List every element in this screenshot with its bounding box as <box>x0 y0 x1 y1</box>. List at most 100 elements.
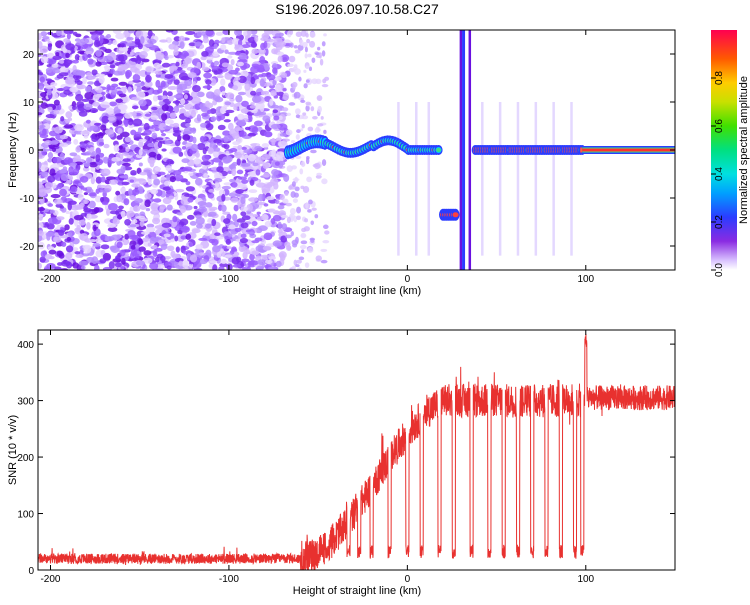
spectrogram-noise-blob <box>201 154 210 162</box>
spectrogram-noise-blob <box>98 75 105 84</box>
spectrogram-noise-blob <box>251 48 259 54</box>
spectrogram-noise-blob <box>67 105 74 110</box>
spectrogram-noise-blob <box>38 262 42 270</box>
spectrogram-x-tick-label: -100 <box>219 274 239 285</box>
spectrogram-noise-blob <box>60 116 65 122</box>
spectrogram-noise-blob <box>187 50 195 58</box>
spectrogram-noise-blob <box>124 119 129 128</box>
spectrogram-noise-blob <box>240 70 249 78</box>
spectrogram-noise-blob <box>241 258 250 263</box>
spectrogram-noise-blob <box>322 224 329 230</box>
spectrogram-noise-blob <box>64 76 75 85</box>
spectrogram-noise-blob <box>115 98 123 103</box>
spectrogram-steady-core <box>582 148 675 152</box>
spectrogram-noise-blob <box>237 91 246 96</box>
spectrogram-noise-blob <box>257 48 266 55</box>
spectrogram-noise-blob <box>300 234 307 238</box>
spectrogram-noise-blob <box>250 41 258 48</box>
spectrogram-noise-blob <box>127 80 134 85</box>
spectrogram-noise-blob <box>138 140 144 148</box>
spectrogram-noise-blob <box>282 198 289 204</box>
spectrogram-noise-blob <box>262 245 272 251</box>
spectrogram-noise-blob <box>147 178 152 186</box>
spectrogram-noise-blob <box>196 76 201 81</box>
spectrogram-noise-blob <box>230 181 238 188</box>
spectrogram-noise-blob <box>91 69 98 76</box>
colorbar-tick-label: 0.0 <box>714 263 725 277</box>
spectrogram-noise-blob <box>295 236 299 244</box>
spectrogram-noise-blob <box>144 43 154 48</box>
spectrogram-noise-blob <box>155 52 165 61</box>
spectrogram-noise-blob <box>222 156 231 164</box>
spectrogram-noise-blob <box>228 224 236 230</box>
spectrogram-noise-blob <box>95 237 103 244</box>
spectrogram-noise-blob <box>237 176 248 180</box>
spectrogram-noise-blob <box>300 185 305 190</box>
spectrogram-noise-blob <box>289 68 297 73</box>
spectrogram-noise-blob <box>250 65 260 74</box>
snr-x-tick-label: 0 <box>405 574 411 585</box>
spectrogram-noise-blob <box>101 104 110 109</box>
spectrogram-noise-blob <box>263 203 269 207</box>
spectrogram-noise-blob <box>315 255 322 262</box>
spectrogram-noise-blob <box>157 85 163 91</box>
spectrogram-noise-blob <box>161 133 166 137</box>
spectrogram-noise-blob <box>321 83 329 88</box>
spectrogram-noise-blob <box>115 113 124 117</box>
spectrogram-noise-blob <box>263 131 273 138</box>
snr-x-tick-label: -200 <box>40 574 60 585</box>
spectrogram-noise-blob <box>38 234 43 242</box>
spectrogram-noise-blob <box>277 123 288 131</box>
spectrogram-noise-blob <box>131 105 139 110</box>
spectrogram-noise-blob <box>205 123 214 131</box>
spectrogram-noise-blob <box>150 115 159 120</box>
spectrogram-noise-blob <box>120 187 126 193</box>
spectrogram-noise-blob <box>301 115 309 120</box>
spectrogram-noise-blob <box>121 257 126 265</box>
spectrogram-noise-blob <box>75 146 81 153</box>
spectrogram-noise-blob <box>204 231 211 237</box>
spectrogram-noise-blob <box>107 203 118 211</box>
spectrogram-noise-blob <box>234 30 243 37</box>
spectrogram-y-tick-label: -10 <box>20 194 35 205</box>
spectrogram-noise-blob <box>310 149 317 154</box>
spectrogram-noise-blob <box>145 65 154 73</box>
spectrogram-noise-blob <box>209 141 216 150</box>
spectrogram-noise-blob <box>241 215 251 221</box>
spectrogram-noise-blob <box>201 66 210 72</box>
spectrogram-noise-blob <box>113 70 123 76</box>
spectrogram-noise-blob <box>185 181 191 186</box>
spectrogram-noise-blob <box>87 76 96 80</box>
spectrogram-noise-blob <box>256 216 263 221</box>
spectrogram-noise-blob <box>206 109 212 115</box>
spectrogram-noise-blob <box>245 248 250 255</box>
spectrogram-noise-blob <box>204 223 212 229</box>
spectrogram-noise-blob <box>96 89 103 94</box>
spectrogram-noise-blob <box>132 188 140 196</box>
spectrogram-noise-blob <box>65 210 70 215</box>
spectrogram-noise-blob <box>142 237 150 242</box>
spectrogram-noise-blob <box>294 186 300 192</box>
spectrogram-noise-blob <box>55 227 60 231</box>
spectrogram-noise-blob <box>249 179 255 186</box>
spectrogram-noise-blob <box>285 234 292 239</box>
spectrogram-noise-blob <box>309 40 316 48</box>
spectrogram-noise-blob <box>159 204 167 210</box>
spectrogram-noise-blob <box>295 108 301 115</box>
spectrogram-noise-blob <box>318 52 322 59</box>
spectrogram-noise-blob <box>221 105 228 112</box>
spectrogram-noise-blob <box>189 254 198 263</box>
spectrogram-noise-blob <box>106 208 111 216</box>
spectrogram-noise-blob <box>192 136 197 144</box>
spectrogram-noise-blob <box>239 237 249 244</box>
spectrogram-noise-blob <box>163 180 171 187</box>
spectrogram-noise-blob <box>64 224 70 231</box>
spectrogram-noise-blob <box>124 112 133 119</box>
spectrogram-noise-blob <box>45 78 52 82</box>
spectrogram-noise-blob <box>44 253 53 260</box>
spectrogram-noise-blob <box>253 120 263 127</box>
spectrogram-noise-blob <box>270 90 277 97</box>
spectrogram-noise-blob <box>198 168 205 174</box>
spectrogram-noise-blob <box>241 44 251 49</box>
